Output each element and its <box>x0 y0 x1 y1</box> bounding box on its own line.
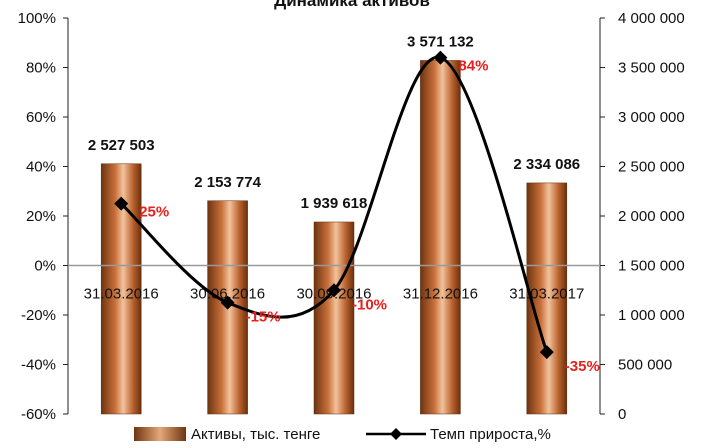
growth-point <box>539 345 554 360</box>
growth-value-label: -10% <box>352 296 387 313</box>
bar-value-label: 3 571 132 <box>407 33 474 50</box>
right-tick-label: 500 000 <box>618 357 672 374</box>
right-tick-label: 4 000 000 <box>618 10 685 27</box>
chart-title: Динамика активов <box>274 0 430 10</box>
bar-value-label: 2 153 774 <box>194 174 261 191</box>
growth-line-series <box>114 50 554 360</box>
left-tick-label: 0% <box>34 258 56 275</box>
category-label: 31.03.2017 <box>509 286 584 303</box>
legend-swatch-bars <box>134 427 186 441</box>
legend-label-bars: Активы, тыс. тенге <box>191 426 320 443</box>
legend: Активы, тыс. тенге Темп прироста,% <box>134 426 551 443</box>
left-tick-label: 40% <box>26 159 56 176</box>
growth-value-label: -15% <box>246 309 281 326</box>
left-tick-label: 80% <box>26 60 56 77</box>
bar-series <box>100 60 568 415</box>
right-tick-label: 2 000 000 <box>618 208 685 225</box>
left-tick-label: 100% <box>18 10 56 27</box>
category-label: 31.12.2016 <box>403 286 478 303</box>
right-tick-label: 3 000 000 <box>618 109 685 126</box>
left-tick-label: 20% <box>26 208 56 225</box>
asset-bar <box>313 221 355 415</box>
right-tick-label: 3 500 000 <box>618 60 685 77</box>
asset-bar <box>526 182 568 415</box>
growth-point <box>433 50 448 65</box>
legend-marker-diamond <box>390 428 402 440</box>
right-tick-label: 2 500 000 <box>618 159 685 176</box>
growth-point <box>220 295 235 310</box>
growth-value-labels: 25% -15% -10% 84% -35% <box>139 58 600 376</box>
left-tick-label: -40% <box>21 357 56 374</box>
growth-value-label: 25% <box>139 204 169 221</box>
right-tick-label: 0 <box>618 406 626 423</box>
category-label: 31.03.2016 <box>84 286 159 303</box>
asset-bar <box>420 60 461 415</box>
growth-value-label: -35% <box>565 358 600 375</box>
growth-line <box>120 56 549 353</box>
legend-label-line: Темп прироста,% <box>430 426 551 443</box>
bar-value-label: 2 527 503 <box>88 137 155 154</box>
left-tick-label: -60% <box>21 406 56 423</box>
growth-value-label: 84% <box>458 58 488 75</box>
left-tick-label: -20% <box>21 307 56 324</box>
bar-value-label: 1 939 618 <box>301 195 368 212</box>
left-tick-label: 60% <box>26 109 56 126</box>
right-tick-label: 1 500 000 <box>618 258 685 275</box>
bar-value-label: 2 334 086 <box>513 156 580 173</box>
bar-value-labels: 2 527 503 2 153 774 1 939 618 3 571 132 2 33… <box>88 33 580 212</box>
growth-point <box>114 196 129 211</box>
right-tick-label: 1 000 000 <box>618 307 685 324</box>
growth-point <box>327 283 341 298</box>
right-axis-ticks: 0 500 000 1 000 000 1 500 000 2 000 000 2 500… <box>600 10 685 423</box>
left-axis-ticks: -60% -40% -20% 0% 20% 40% 60% 80% 100% <box>18 10 68 423</box>
